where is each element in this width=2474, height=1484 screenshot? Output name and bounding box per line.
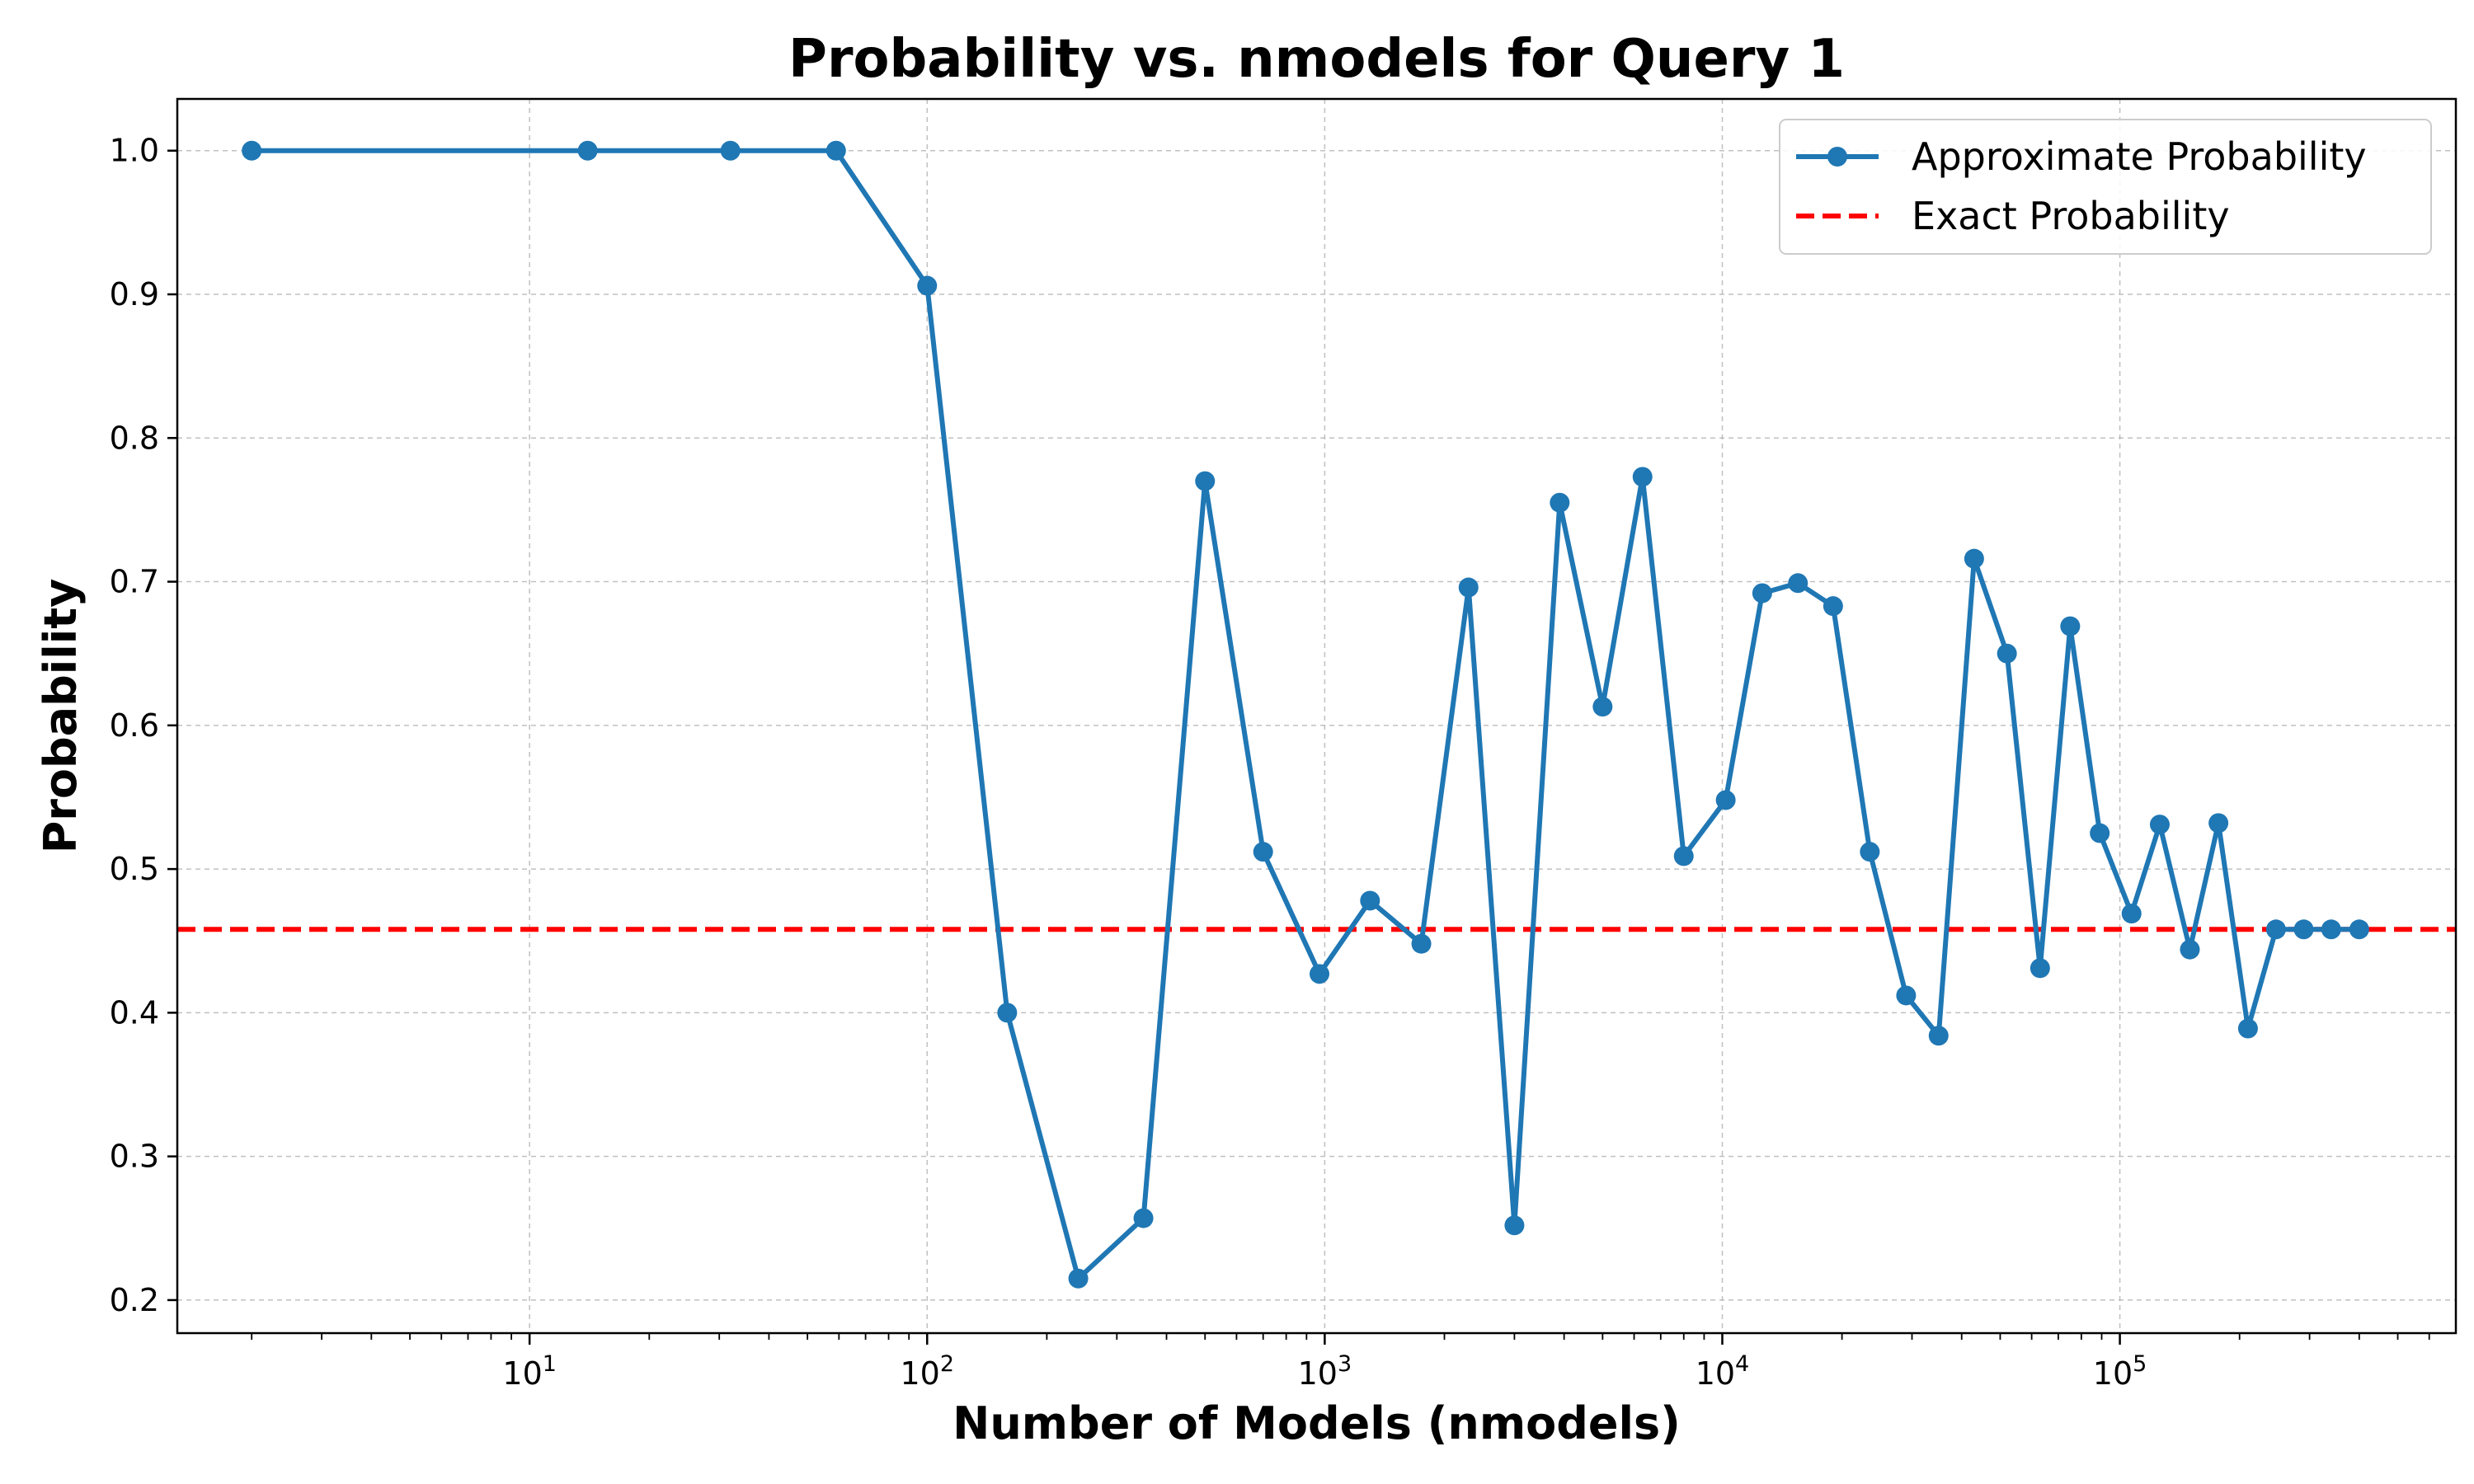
approximate-probability-point	[577, 140, 598, 161]
approximate-probability-line	[252, 148, 2359, 1281]
approximate-probability-point	[2149, 815, 2170, 835]
approximate-probability-point	[2030, 958, 2050, 979]
approximate-probability-point	[2121, 904, 2142, 924]
approximate-probability-point	[997, 1003, 1018, 1023]
grid-lines	[177, 99, 2456, 1333]
approximate-probability-point	[2321, 919, 2341, 940]
approximate-probability-point	[1896, 985, 1917, 1006]
y-tick-label: 0.6	[110, 707, 159, 744]
y-tick-label: 0.7	[110, 564, 159, 600]
approximate-probability-point	[2349, 919, 2369, 940]
approximate-probability-point	[1360, 890, 1380, 911]
x-tick-label: 104	[1696, 1351, 1750, 1392]
approximate-probability-point	[1860, 842, 1880, 862]
approximate-probability-point	[1928, 1026, 1949, 1046]
legend-exact-label: Exact Probability	[1912, 194, 2230, 238]
approximate-probability-point	[825, 140, 846, 161]
approximate-probability-point	[917, 275, 938, 296]
approximate-probability-point	[720, 140, 741, 161]
approximate-probability-point	[242, 140, 262, 161]
approximate-probability-point	[2237, 1018, 2258, 1039]
legend-approximate-marker	[1827, 147, 1847, 167]
approximate-probability-point	[1997, 643, 2017, 664]
approximate-probability-point	[2208, 813, 2229, 834]
approximate-probability-point	[1632, 467, 1653, 487]
approximate-probability-point	[2293, 919, 2314, 940]
x-tick-label: 102	[900, 1351, 954, 1392]
y-tick-label: 0.3	[110, 1139, 159, 1175]
approximate-probability-point	[1823, 596, 1843, 617]
x-tick-label: 101	[502, 1351, 557, 1392]
y-axis-ticks: 0.2 0.3 0.4 0.5 0.6 0.7 0.8 0.9 1.0	[110, 133, 177, 1318]
approximate-probability-point	[1309, 964, 1329, 984]
x-axis-label: Number of Models (nmodels)	[952, 1397, 1681, 1449]
x-tick-label: 105	[2093, 1351, 2147, 1392]
legend-box	[1779, 119, 2432, 255]
legend-approximate-label: Approximate Probability	[1912, 134, 2367, 179]
chart-title: Probability vs. nmodels for Query 1	[788, 29, 1845, 90]
x-axis-ticks: 101 102 103 104 105	[251, 1333, 2430, 1392]
approximate-probability-point	[2090, 823, 2110, 843]
approximate-probability-point	[2180, 939, 2200, 960]
y-tick-label: 0.4	[110, 994, 159, 1031]
approximate-probability-point	[1592, 697, 1613, 717]
plot-frame	[176, 97, 2458, 1335]
approximate-probability-point	[1964, 548, 1984, 569]
x-tick-label: 103	[1298, 1351, 1352, 1392]
approximate-probability-series	[242, 140, 2369, 1289]
approximate-probability-point	[1195, 471, 1216, 491]
y-tick-label: 0.9	[110, 276, 159, 312]
y-tick-label: 0.8	[110, 420, 159, 456]
y-tick-label: 0.5	[110, 851, 159, 887]
approximate-probability-point	[1458, 577, 1479, 598]
approximate-probability-point	[1411, 933, 1432, 954]
approximate-probability-point	[1504, 1215, 1525, 1236]
approximate-probability-point	[1715, 790, 1736, 810]
approximate-probability-point	[1550, 492, 1570, 513]
approximate-probability-point	[1133, 1208, 1154, 1228]
approximate-probability-point	[1253, 842, 1273, 862]
y-axis-label: Probability	[35, 579, 87, 854]
approximate-probability-point	[1752, 583, 1772, 603]
approximate-probability-point	[1673, 846, 1694, 866]
y-tick-label: 1.0	[110, 133, 159, 169]
approximate-probability-point	[2060, 616, 2081, 636]
approximate-probability-point	[1788, 573, 1808, 594]
approximate-probability-point	[1068, 1268, 1089, 1289]
y-tick-label: 0.2	[110, 1282, 159, 1318]
approximate-probability-point	[2265, 919, 2286, 940]
legend: Approximate Probability Exact Probabilit…	[1779, 119, 2432, 255]
